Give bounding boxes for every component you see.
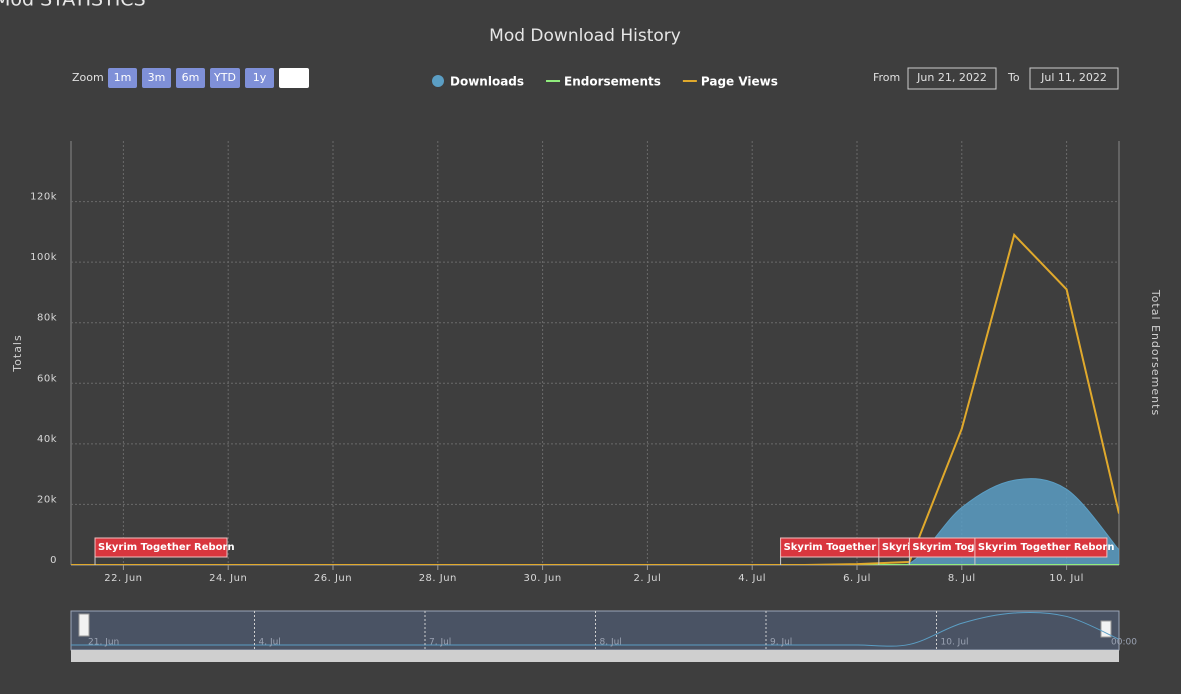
navigator-label: 8. Jul [600,638,622,648]
x-tick-label: 2. Jul [634,573,662,584]
x-tick-label: 22. Jun [104,573,142,584]
y-tick-label: 40k [37,434,57,445]
zoom-button[interactable] [245,68,274,88]
x-tick-label: 8. Jul [948,573,976,584]
y-tick-label: 120k [30,192,57,203]
page-heading: Mod STATISTICS [0,0,146,11]
x-tick-label: 10. Jul [1049,573,1084,584]
chart-title: Mod Download History [489,26,681,46]
zoom-label: Zoom [72,71,104,84]
to-input[interactable] [1029,67,1119,90]
to-label: To [1007,71,1020,84]
legend-marker [432,75,444,87]
x-tick-label: 4. Jul [738,573,766,584]
zoom-button-label[interactable]: 1m [114,71,132,84]
flag [974,537,1108,558]
zoom-button-label[interactable]: 6m [182,71,200,84]
navigator-label: 4. Jul [259,638,281,648]
y-tick-label: 80k [37,313,57,324]
zoom-button[interactable] [108,68,137,88]
navigator-scrollbar[interactable] [71,650,1119,662]
x-tick-label: 24. Jun [209,573,247,584]
navigator-label: 21. Jun [88,638,119,648]
zoom-button-label[interactable]: YTD [213,71,236,84]
zoom-button-label[interactable]: 3m [148,71,166,84]
x-tick-label: 28. Jun [419,573,457,584]
y-tick-label: 0 [50,555,57,566]
y-tick-label: 20k [37,494,57,505]
zoom-button[interactable] [210,68,240,88]
zoom-button-label[interactable]: All [287,71,301,84]
from-value[interactable]: Jun 21, 2022 [916,71,987,84]
from-label: From [873,71,900,84]
y2-axis-title: Total Endorsements [1149,289,1162,416]
x-tick-label: 30. Jun [523,573,561,584]
navigator-label: 7. Jul [429,638,451,648]
y-tick-label: 100k [30,252,57,263]
line [71,232,1119,565]
legend-label[interactable]: Downloads [450,75,524,89]
legend-label[interactable]: Page Views [701,75,778,89]
flag [94,537,228,558]
x-tick-label: 26. Jun [314,573,352,584]
y-tick-label: 60k [37,373,57,384]
navigator-label: 00:00 [1111,638,1137,648]
navigator-handle[interactable] [1100,620,1112,638]
x-tick-label: 6. Jul [843,573,871,584]
navigator-handle[interactable] [78,613,90,637]
navigator-label: 9. Jul [770,638,792,648]
navigator-label: 10. Jul [941,638,969,648]
flag-label: Skyrim Together Reborn [784,542,921,553]
y-axis-title: Totals [11,334,24,372]
legend-label[interactable]: Endorsements [564,75,661,89]
from-input[interactable] [907,67,997,90]
to-value[interactable]: Jul 11, 2022 [1040,71,1107,84]
flag-label: Skyrim Together Reborn [98,542,235,553]
zoom-button-label[interactable]: 1y [253,71,267,84]
zoom-button[interactable] [176,68,205,88]
flag-label: Skyrim Together Reborn [978,542,1115,553]
zoom-button[interactable] [279,68,309,88]
zoom-button[interactable] [142,68,171,88]
